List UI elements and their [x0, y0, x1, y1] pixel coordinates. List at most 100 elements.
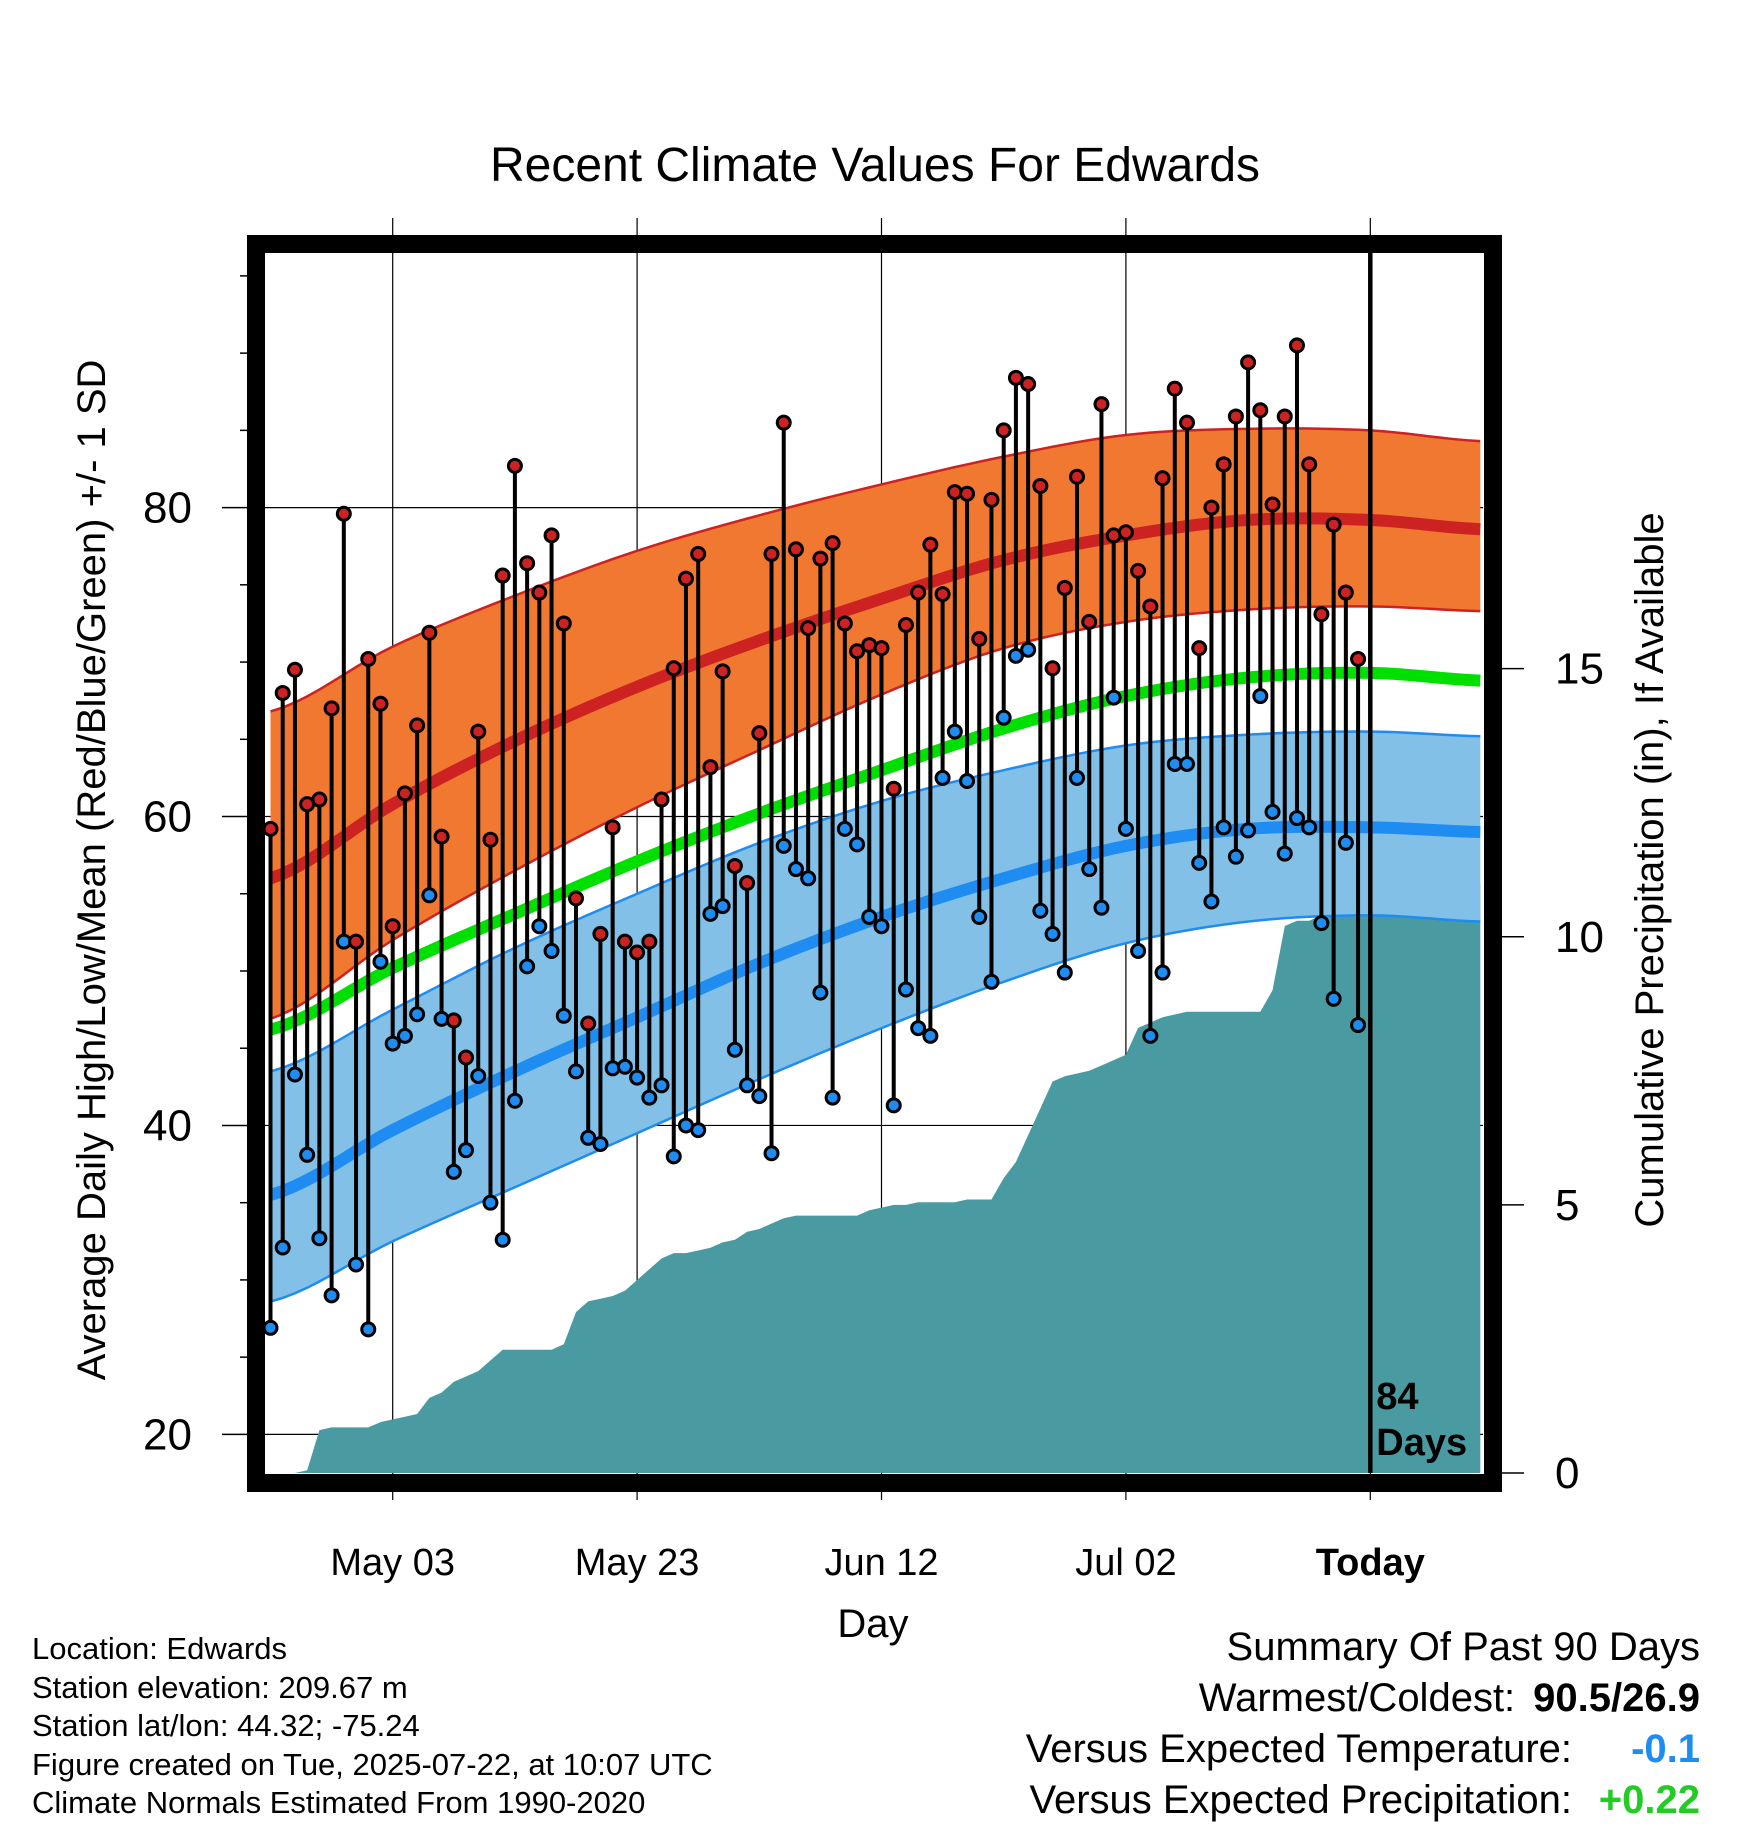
precip-anomaly-value: +0.22 — [1598, 1778, 1700, 1822]
x-tick-label-1: May 23 — [575, 1542, 700, 1584]
daily-low-point-20 — [506, 1092, 523, 1109]
daily-high-point-72 — [1142, 598, 1159, 615]
daily-high-point-43 — [787, 541, 804, 558]
daily-high-point-89 — [1350, 650, 1367, 667]
daily-high-point-61 — [1007, 369, 1024, 386]
daily-high-point-46 — [824, 535, 841, 552]
x-tick-label-3: Jul 02 — [1075, 1542, 1176, 1584]
daily-low-point-7 — [348, 1256, 365, 1273]
daily-low-point-27 — [592, 1135, 609, 1152]
daily-low-point-33 — [665, 1148, 682, 1165]
daily-low-point-89 — [1350, 1017, 1367, 1034]
daily-low-point-77 — [1203, 893, 1220, 910]
daily-low-point-12 — [409, 1006, 426, 1023]
daily-low-point-76 — [1191, 854, 1208, 871]
temp-anomaly-label: Versus Expected Temperature: — [1025, 1727, 1572, 1771]
daily-low-point-45 — [812, 984, 829, 1001]
daily-low-point-13 — [421, 887, 438, 904]
daily-high-point-64 — [1044, 660, 1061, 677]
daily-high-point-22 — [531, 584, 548, 601]
daily-low-point-82 — [1264, 803, 1281, 820]
daily-high-point-67 — [1081, 613, 1098, 630]
daily-low-point-65 — [1056, 964, 1073, 981]
daily-high-point-32 — [653, 791, 670, 808]
daily-high-point-41 — [763, 545, 780, 562]
daily-low-point-72 — [1142, 1027, 1159, 1044]
summary-title: Summary Of Past 90 Days — [1226, 1625, 1700, 1669]
daily-low-point-52 — [897, 981, 914, 998]
daily-low-point-60 — [995, 709, 1012, 726]
daily-low-point-24 — [555, 1007, 572, 1024]
daily-low-point-64 — [1044, 925, 1061, 942]
daily-low-point-53 — [910, 1020, 927, 1037]
elevation-text: Station elevation: 209.67 m — [32, 1669, 408, 1705]
daily-high-point-78 — [1215, 456, 1232, 473]
daily-low-point-0 — [262, 1319, 279, 1336]
daily-high-point-5 — [323, 700, 340, 717]
daily-high-point-60 — [995, 422, 1012, 439]
daily-high-point-14 — [433, 828, 450, 845]
low-sd-band — [270, 731, 1481, 1302]
daily-low-point-32 — [653, 1077, 670, 1094]
daily-high-point-63 — [1032, 477, 1049, 494]
daily-low-point-85 — [1301, 819, 1318, 836]
daily-high-point-12 — [409, 717, 426, 734]
y2-tick-label-0: 0 — [1555, 1449, 1579, 1498]
daily-high-point-74 — [1166, 380, 1183, 397]
high-normal-line — [268, 512, 1481, 884]
daily-low-point-79 — [1227, 848, 1244, 865]
daily-low-point-42 — [775, 837, 792, 854]
daily-high-point-58 — [971, 630, 988, 647]
daily-low-point-48 — [849, 836, 866, 853]
daily-high-point-68 — [1093, 396, 1110, 413]
daily-low-point-17 — [470, 1068, 487, 1085]
daily-high-point-36 — [702, 759, 719, 776]
daily-low-point-39 — [739, 1077, 756, 1094]
daily-high-point-88 — [1337, 584, 1354, 601]
daily-high-point-59 — [983, 491, 1000, 508]
daily-high-point-86 — [1313, 606, 1330, 623]
daily-high-point-30 — [629, 944, 646, 961]
daily-high-point-47 — [836, 615, 853, 632]
daily-high-point-10 — [384, 918, 401, 935]
x-tick-label-0: May 03 — [330, 1542, 455, 1584]
daily-high-point-57 — [959, 485, 976, 502]
x-axis-label: Day — [837, 1602, 908, 1646]
daily-low-point-40 — [751, 1088, 768, 1105]
daily-low-point-23 — [543, 942, 560, 959]
daily-low-point-25 — [568, 1063, 584, 1080]
precip-anomaly-label: Versus Expected Precipitation: — [1029, 1778, 1572, 1822]
high-sd-band — [270, 428, 1481, 1019]
daily-low-point-46 — [824, 1089, 841, 1106]
high-sd-band-edge-1 — [270, 605, 1481, 1021]
daily-low-point-19 — [494, 1231, 511, 1248]
warmest-coldest-label: Warmest/Coldest: — [1198, 1676, 1516, 1720]
mean-normal-line — [268, 666, 1481, 1036]
y2-tick-label-3: 15 — [1555, 645, 1604, 694]
daily-low-point-58 — [971, 908, 988, 925]
daily-low-point-70 — [1117, 820, 1134, 837]
temp-anomaly-row: Versus Expected Temperature: -0.1 — [1026, 1724, 1700, 1775]
station-info: Location: Edwards Station elevation: 209… — [32, 1630, 713, 1823]
y-tick-label-2: 60 — [143, 793, 192, 842]
daily-low-point-55 — [934, 769, 951, 786]
daily-low-point-1 — [274, 1239, 291, 1256]
daily-high-point-40 — [751, 725, 768, 742]
daily-high-point-70 — [1117, 524, 1134, 541]
daily-low-point-49 — [861, 908, 878, 925]
x-tick-label-2: Jun 12 — [824, 1542, 938, 1584]
daily-high-point-76 — [1191, 640, 1208, 657]
daily-high-point-2 — [286, 661, 303, 678]
daily-high-point-21 — [519, 555, 536, 572]
daily-low-point-78 — [1215, 819, 1232, 836]
daily-high-point-34 — [677, 570, 694, 587]
daily-high-point-37 — [714, 663, 731, 680]
daily-low-point-43 — [787, 861, 804, 878]
daily-high-point-28 — [604, 819, 621, 836]
daily-high-point-39 — [739, 874, 756, 891]
daily-low-point-35 — [690, 1122, 707, 1139]
daily-high-point-80 — [1240, 354, 1257, 371]
daily-low-point-80 — [1240, 822, 1257, 839]
daily-low-point-81 — [1252, 688, 1269, 705]
